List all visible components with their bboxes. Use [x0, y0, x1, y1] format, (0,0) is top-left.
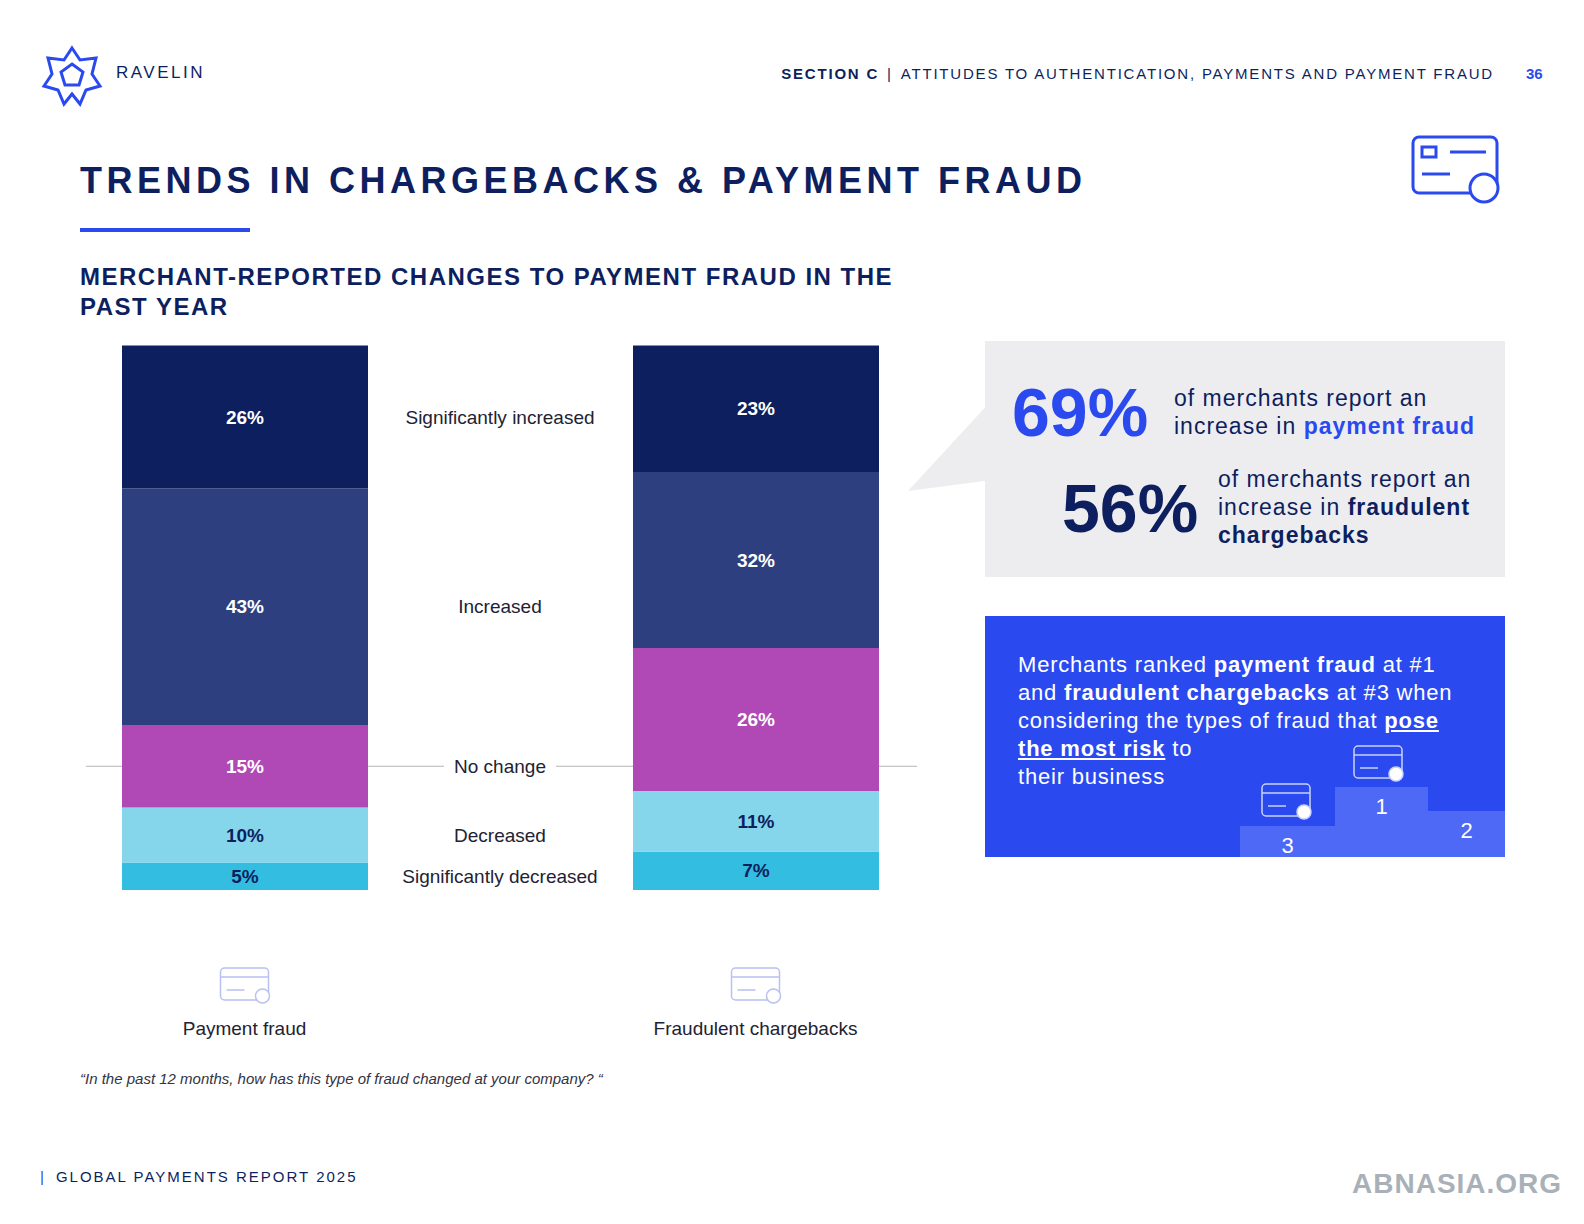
svg-text:Significantly increased: Significantly increased	[405, 407, 594, 428]
html-text:56%: 56%	[1062, 470, 1199, 546]
svg-text:Increased: Increased	[458, 596, 541, 617]
svg-text:Fraudulent chargebacks: Fraudulent chargebacks	[654, 1018, 858, 1039]
html-text:ATTITUDES TO AUTHENTICATION, P: ATTITUDES TO AUTHENTICATION, PAYMENTS AN…	[900, 65, 1494, 82]
html-text:GLOBAL PAYMENTS REPORT 2025: GLOBAL PAYMENTS REPORT 2025	[55, 1168, 358, 1185]
html-text:TRENDS IN CHARGEBACKS & PAYMEN: TRENDS IN CHARGEBACKS & PAYMENT FRAUD	[80, 160, 1087, 201]
svg-text:23%: 23%	[737, 398, 775, 419]
svg-text:11%: 11%	[738, 811, 775, 832]
html-text:of merchants report an increas: of merchants report an increase in fraud…	[1218, 466, 1472, 548]
html-text:“In the past 12 months, how ha: “In the past 12 months, how has this typ…	[80, 1070, 603, 1087]
svg-text:5%: 5%	[231, 866, 259, 887]
html-text:RAVELIN: RAVELIN	[116, 63, 205, 82]
svg-text:Payment fraud: Payment fraud	[183, 1018, 307, 1039]
svg-text:26%: 26%	[226, 407, 264, 428]
html-text:1: 1	[1375, 794, 1388, 819]
html-text:MERCHANT-REPORTED CHANGES TO P: MERCHANT-REPORTED CHANGES TO PAYMENT FRA…	[80, 263, 894, 320]
svg-text:15%: 15%	[226, 756, 264, 777]
svg-text:43%: 43%	[226, 596, 264, 617]
html-text:69%: 69%	[1012, 374, 1149, 450]
html-text:36: 36	[1526, 65, 1543, 82]
svg-text:Decreased: Decreased	[454, 825, 546, 846]
svg-text:26%: 26%	[737, 709, 775, 730]
html-text:SECTION C: SECTION C	[781, 65, 880, 82]
html-text:ABNASIA.ORG: ABNASIA.ORG	[1352, 1168, 1563, 1199]
html-text:3: 3	[1281, 833, 1294, 858]
html-text:of merchants report an increas: of merchants report an increase in payme…	[1174, 385, 1476, 439]
svg-text:10%: 10%	[226, 825, 264, 846]
html-text:Merchants ranked payment fraud: Merchants ranked payment fraud at #1 and…	[1018, 652, 1453, 789]
svg-text:Significantly decreased: Significantly decreased	[402, 866, 597, 887]
svg-text:32%: 32%	[737, 550, 775, 571]
svg-text:7%: 7%	[742, 860, 770, 881]
html-text:2: 2	[1460, 818, 1473, 843]
svg-text:No change: No change	[454, 756, 546, 777]
